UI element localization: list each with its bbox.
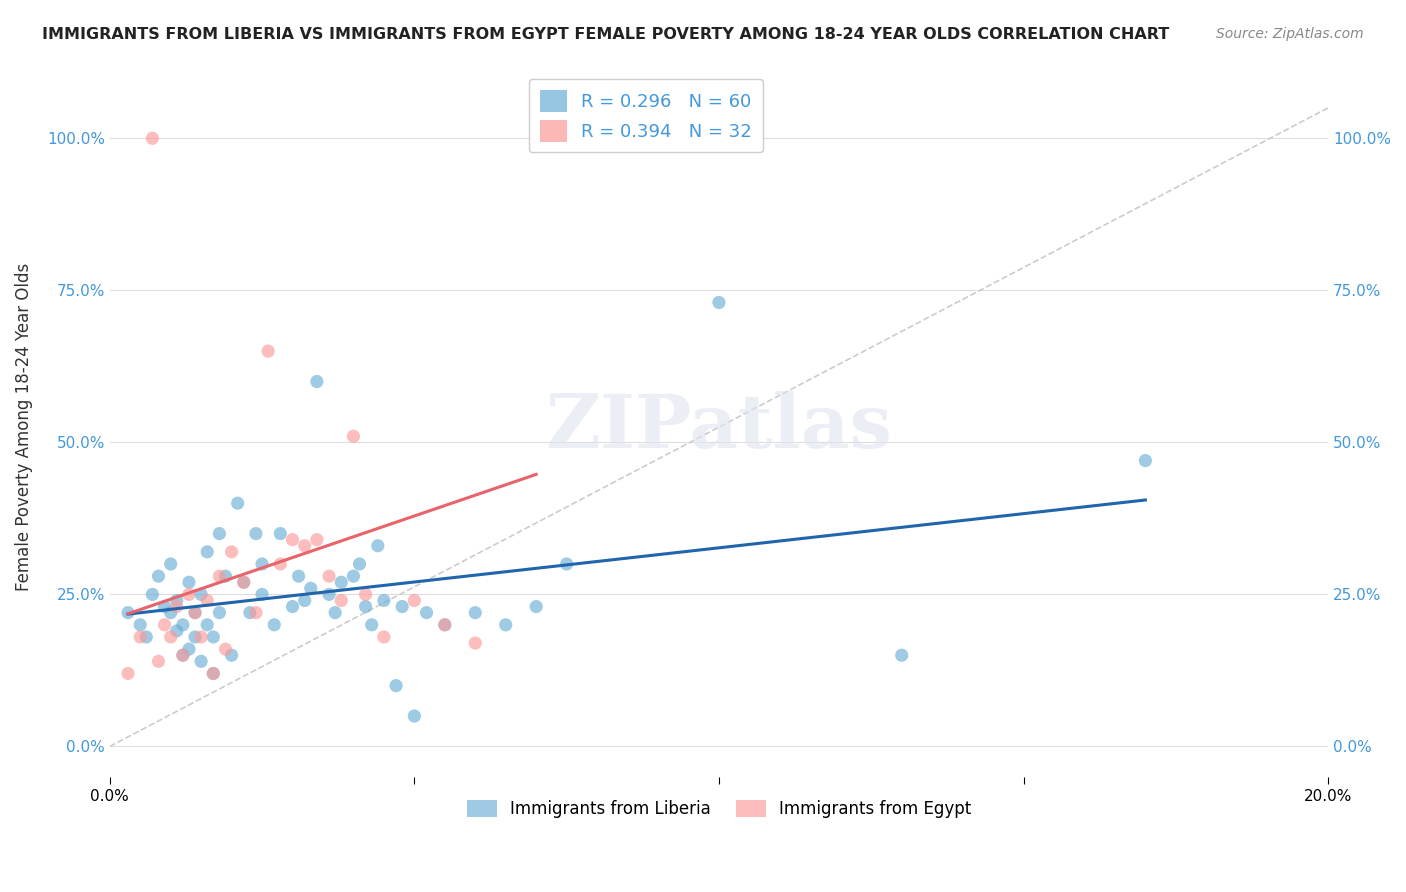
Point [360,617,382,632]
Point [177,587,200,601]
Point [250,587,273,601]
Point [281,533,304,547]
Point [354,587,377,601]
Point [391,599,413,614]
Point [184,606,207,620]
Point [153,599,176,614]
Point [385,679,408,693]
Point [190,654,212,668]
Point [195,593,218,607]
Point [208,606,231,620]
Point [287,569,309,583]
Point [221,648,243,663]
Point [318,587,340,601]
Point [269,557,291,571]
Point [208,526,231,541]
Point [495,617,517,632]
Point [250,557,273,571]
Point [135,630,157,644]
Point [342,429,364,443]
Point [349,557,371,571]
Point [202,666,225,681]
Point [330,575,353,590]
Text: IMMIGRANTS FROM LIBERIA VS IMMIGRANTS FROM EGYPT FEMALE POVERTY AMONG 18-24 YEAR: IMMIGRANTS FROM LIBERIA VS IMMIGRANTS FR… [42,27,1170,42]
Legend: Immigrants from Liberia, Immigrants from Egypt: Immigrants from Liberia, Immigrants from… [460,793,979,824]
Point [318,569,340,583]
Point [184,606,207,620]
Point [464,636,486,650]
Point [890,648,912,663]
Point [159,557,181,571]
Point [202,630,225,644]
Text: Source: ZipAtlas.com: Source: ZipAtlas.com [1216,27,1364,41]
Point [221,545,243,559]
Point [172,648,194,663]
Point [117,666,139,681]
Point [367,539,389,553]
Point [232,575,254,590]
Point [330,593,353,607]
Point [148,654,170,668]
Point [214,569,236,583]
Point [214,642,236,657]
Point [373,630,395,644]
Point [1135,453,1157,467]
Point [524,599,547,614]
Point [433,617,456,632]
Point [464,606,486,620]
Point [323,606,346,620]
Point [190,630,212,644]
Point [172,648,194,663]
Point [281,599,304,614]
Point [433,617,456,632]
Point [305,533,328,547]
Point [166,599,188,614]
Point [208,569,231,583]
Point [141,131,163,145]
Point [707,295,730,310]
Point [184,630,207,644]
Point [153,617,176,632]
Point [202,666,225,681]
Point [177,575,200,590]
Point [195,545,218,559]
Point [305,375,328,389]
Point [415,606,437,620]
Point [404,593,426,607]
Point [129,617,152,632]
Point [129,630,152,644]
Point [294,539,316,553]
Point [373,593,395,607]
Point [245,606,267,620]
Y-axis label: Female Poverty Among 18-24 Year Olds: Female Poverty Among 18-24 Year Olds [15,263,32,591]
Point [232,575,254,590]
Point [404,709,426,723]
Point [555,557,578,571]
Point [177,642,200,657]
Point [190,587,212,601]
Point [159,606,181,620]
Point [269,526,291,541]
Point [263,617,285,632]
Point [342,569,364,583]
Point [195,617,218,632]
Point [117,606,139,620]
Point [166,593,188,607]
Point [141,587,163,601]
Point [226,496,249,510]
Point [172,617,194,632]
Point [239,606,262,620]
Text: ZIPatlas: ZIPatlas [546,391,893,464]
Point [159,630,181,644]
Point [524,131,547,145]
Point [354,599,377,614]
Point [257,344,280,359]
Point [166,624,188,638]
Point [148,569,170,583]
Point [294,593,316,607]
Point [245,526,267,541]
Point [299,582,322,596]
